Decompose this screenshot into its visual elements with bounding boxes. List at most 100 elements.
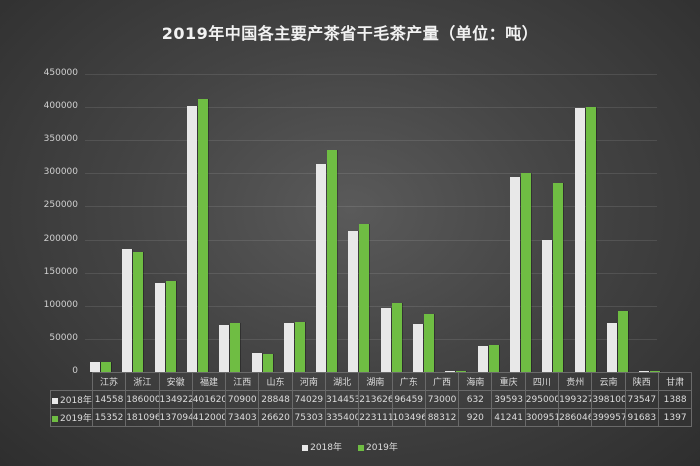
bar-2019年-江西 — [230, 323, 241, 372]
table-cell: 199327 — [558, 390, 593, 409]
bar-2018年-广东 — [380, 308, 391, 372]
legend-swatch-icon — [358, 444, 364, 451]
series-label: 2019年 — [50, 408, 93, 427]
y-tick-label: 0 — [72, 366, 78, 376]
table-cell: 335400 — [324, 408, 360, 427]
table-cell: 73547 — [624, 390, 659, 409]
legend-item: 2019年 — [358, 443, 398, 453]
bar-2019年-广西 — [424, 313, 434, 372]
bar-2018年-安徽 — [154, 282, 165, 372]
bar-2019年-贵州 — [553, 182, 564, 372]
table-header-cell: 贵州 — [558, 372, 593, 391]
legend: 2018年 2019年 — [0, 440, 700, 453]
table-cell: 401620 — [191, 390, 227, 409]
table-header-cell: 浙江 — [125, 372, 160, 391]
table-cell: 103496 — [391, 408, 426, 427]
table-cell: 28848 — [258, 390, 293, 409]
legend-swatch-icon — [302, 444, 309, 451]
y-tick-label: 400000 — [43, 101, 78, 112]
table-cell: 70900 — [225, 390, 260, 409]
bar-2018年-湖南 — [348, 230, 359, 372]
bar-2018年-福建 — [186, 106, 197, 372]
bar-2018年-广西 — [413, 323, 423, 372]
gridline — [85, 173, 657, 175]
table-header-cell: 山东 — [258, 372, 293, 391]
series-label: 2018年 — [50, 390, 93, 409]
bar-2019年-陕西 — [617, 311, 628, 372]
table-header-cell: 湖南 — [358, 372, 393, 391]
table-row: 2018年 14558 186000 134922 401620 70900 28848 74… — [50, 390, 693, 409]
bar-2019年-海南 — [456, 371, 467, 372]
table-cell: 1388 — [657, 390, 693, 409]
bar-2018年-重庆 — [477, 345, 488, 372]
table-header-cell: 海南 — [458, 372, 493, 391]
bar-2018年-四川 — [509, 176, 520, 372]
table-header-cell: 重庆 — [491, 372, 526, 391]
bar-2019年-湖北 — [327, 149, 338, 372]
table-cell: 15352 — [91, 408, 127, 427]
bar-2018年-河南 — [283, 322, 294, 372]
table-header-cell: 安徽 — [158, 372, 193, 391]
y-tick-label: 150000 — [43, 266, 78, 277]
data-table: 江苏 浙江 安徽 福建 江西 山东 河南 湖北 湖南 广东 广西 海南 重庆 四川 贵州 云南 陕西 甘肃 2018… — [50, 372, 693, 427]
table-cell: 1397 — [657, 408, 693, 427]
table-header-cell: 河南 — [291, 372, 326, 391]
table-row: 2019年 15352 181096 137094 412000 73403 26620 75… — [50, 408, 693, 427]
table-cell: 398100 — [591, 390, 626, 409]
table-cell: 213626 — [358, 390, 393, 409]
gridline — [85, 206, 657, 208]
y-tick-label: 450000 — [43, 68, 78, 78]
table-header-cell: 甘肃 — [657, 372, 693, 391]
table-header-cell: 云南 — [591, 372, 626, 391]
table-header-cell: 广东 — [391, 372, 426, 391]
bar-2018年-海南 — [445, 371, 456, 372]
table-cell: 186000 — [125, 390, 160, 409]
table-cell: 96459 — [391, 390, 426, 409]
table-cell: 137094 — [158, 408, 193, 427]
bar-2018年-山东 — [251, 352, 262, 372]
y-tick-label: 200000 — [43, 233, 78, 244]
table-cell: 300951 — [524, 408, 560, 427]
legend-swatch-icon — [52, 415, 58, 422]
y-tick-label: 300000 — [43, 167, 78, 178]
bar-2019年-广东 — [391, 303, 402, 372]
table-cell: 181096 — [125, 408, 160, 427]
gridline — [85, 305, 657, 307]
bar-2019年-安徽 — [165, 281, 176, 372]
table-cell: 75303 — [291, 408, 326, 427]
bar-2018年-云南 — [574, 108, 585, 372]
bar-2019年-四川 — [520, 172, 531, 372]
gridline — [85, 338, 657, 340]
table-cell: 39593 — [491, 390, 526, 409]
table-cell: 295000 — [524, 390, 560, 409]
legend-item: 2018年 — [302, 443, 342, 453]
bar-2019年-云南 — [585, 107, 596, 372]
table-header-cell: 广西 — [424, 372, 460, 391]
table-header-cell: 陕西 — [624, 372, 659, 391]
table-cell: 399957 — [591, 408, 626, 427]
gridline — [85, 272, 657, 274]
table-cell: 73000 — [424, 390, 460, 409]
table-cell: 920 — [458, 408, 493, 427]
bar-2019年-浙江 — [133, 252, 144, 372]
bar-2018年-陕西 — [606, 323, 617, 372]
table-header-cell: 江西 — [225, 372, 260, 391]
table-cell: 74029 — [291, 390, 326, 409]
bar-2019年-湖南 — [359, 224, 370, 372]
table-cell: 134922 — [158, 390, 193, 409]
bar-2019年-河南 — [294, 322, 305, 372]
table-cell: 91683 — [624, 408, 659, 427]
bar-2018年-江西 — [219, 325, 230, 372]
gridline — [85, 140, 657, 142]
table-cell: 73403 — [225, 408, 260, 427]
legend-swatch-icon — [52, 397, 58, 404]
table-cell: 223111 — [358, 408, 393, 427]
table-cell: 314453 — [324, 390, 360, 409]
table-cell: 88312 — [424, 408, 460, 427]
table-header-cell: 福建 — [191, 372, 227, 391]
table-cell: 26620 — [258, 408, 293, 427]
bar-2019年-福建 — [197, 99, 208, 372]
bar-2018年-湖北 — [316, 163, 327, 372]
bar-2018年-贵州 — [542, 240, 553, 372]
bar-2019年-山东 — [262, 354, 273, 372]
